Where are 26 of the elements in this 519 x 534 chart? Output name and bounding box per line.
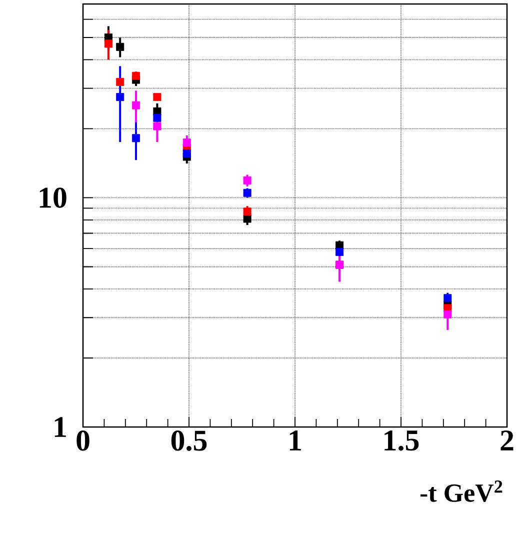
point [336, 248, 344, 256]
point [182, 138, 191, 147]
point [132, 72, 140, 80]
point [182, 149, 191, 158]
point [153, 122, 162, 130]
point [153, 93, 162, 102]
point [243, 208, 252, 216]
point [243, 188, 252, 197]
point [132, 134, 140, 142]
point [243, 214, 252, 223]
point [104, 40, 112, 48]
point [116, 78, 124, 86]
point [132, 101, 140, 110]
y-tick-label: 10 [40, 188, 66, 208]
point [243, 176, 252, 184]
x-tick-label: 0.5 [171, 430, 207, 451]
x-tick-label: 1 [290, 430, 301, 450]
x-axis-title: -t GeV$^{2}$ [420, 480, 502, 502]
point [444, 310, 452, 318]
point [444, 294, 452, 302]
point [116, 42, 124, 51]
point [116, 93, 124, 102]
x-tick-label: 2 [500, 430, 514, 450]
x-tick-label: 1.5 [384, 430, 419, 451]
x-tick-label: 0 [76, 430, 90, 451]
point [153, 114, 162, 122]
